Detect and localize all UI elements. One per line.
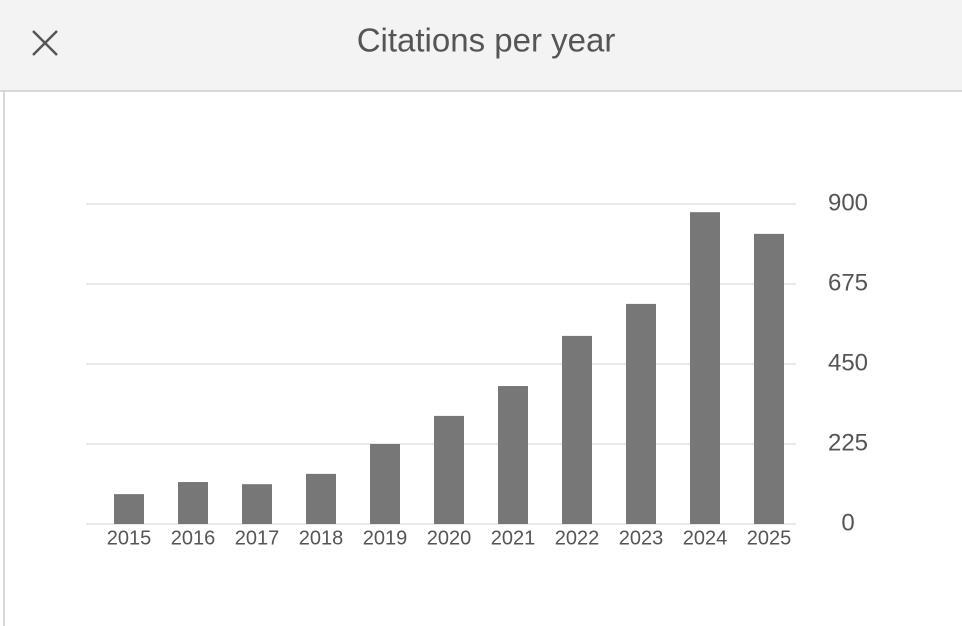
- bar: [562, 335, 592, 524]
- y-tick-label: 225: [828, 429, 868, 456]
- bar: [370, 444, 400, 524]
- x-tick-label: 2023: [619, 527, 664, 549]
- x-tick-label: 2021: [491, 527, 536, 549]
- y-tick-label: 675: [828, 269, 868, 296]
- header: [0, 0, 962, 91]
- y-tick-label: 450: [828, 349, 868, 376]
- y-tick-label: 0: [841, 509, 854, 536]
- x-tick-label: 2022: [555, 527, 600, 549]
- x-tick-label: 2015: [107, 527, 152, 549]
- bar: [114, 494, 144, 524]
- close-button[interactable]: [32, 30, 58, 56]
- y-tick-label: 900: [828, 189, 868, 216]
- bar: [498, 386, 528, 524]
- x-tick-label: 2025: [747, 527, 792, 549]
- x-tick-label: 2016: [171, 527, 216, 549]
- x-tick-label: 2024: [683, 527, 728, 549]
- x-tick-label: 2018: [299, 527, 344, 549]
- x-tick-label: 2019: [363, 527, 408, 549]
- x-tick-label: 2020: [427, 527, 472, 549]
- bar: [242, 484, 272, 524]
- bar: [626, 303, 656, 524]
- bar: [434, 415, 464, 524]
- chart-title: Citations per year: [357, 22, 616, 59]
- bar: [306, 473, 336, 524]
- bar: [690, 212, 720, 524]
- bar: [178, 482, 208, 524]
- bar: [754, 233, 784, 524]
- x-tick-label: 2017: [235, 527, 280, 549]
